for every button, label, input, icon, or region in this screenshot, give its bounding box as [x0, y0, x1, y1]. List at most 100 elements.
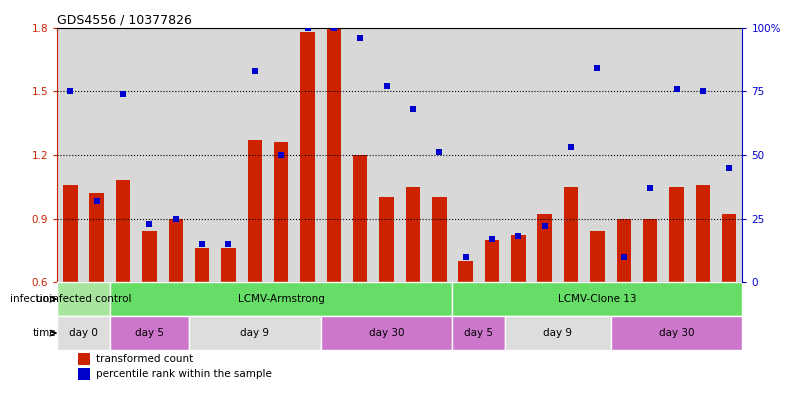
- Bar: [274, 142, 288, 282]
- Bar: [110, 316, 189, 350]
- Bar: [63, 185, 78, 282]
- Point: [222, 241, 235, 247]
- Bar: [611, 28, 637, 282]
- Bar: [584, 28, 611, 282]
- Point: [249, 68, 261, 74]
- Bar: [458, 261, 473, 282]
- Text: uninfected control: uninfected control: [36, 294, 131, 304]
- Bar: [189, 28, 215, 282]
- Bar: [195, 248, 210, 282]
- Bar: [538, 214, 552, 282]
- Bar: [558, 28, 584, 282]
- Bar: [373, 28, 399, 282]
- Point: [618, 253, 630, 260]
- Bar: [643, 219, 657, 282]
- Bar: [57, 28, 83, 282]
- Bar: [110, 282, 453, 316]
- Point: [407, 106, 419, 112]
- Bar: [531, 28, 558, 282]
- Bar: [295, 28, 321, 282]
- Text: day 5: day 5: [135, 328, 164, 338]
- Bar: [90, 193, 104, 282]
- Bar: [479, 28, 505, 282]
- Point: [696, 88, 709, 94]
- Bar: [511, 235, 526, 282]
- Point: [723, 164, 735, 171]
- Point: [591, 65, 603, 72]
- Bar: [321, 28, 347, 282]
- Bar: [189, 316, 321, 350]
- Bar: [505, 316, 611, 350]
- Text: day 0: day 0: [69, 328, 98, 338]
- Bar: [505, 28, 531, 282]
- Bar: [168, 219, 183, 282]
- Point: [143, 220, 156, 227]
- Point: [117, 90, 129, 97]
- Bar: [663, 28, 690, 282]
- Bar: [78, 368, 90, 380]
- Bar: [669, 187, 684, 282]
- Bar: [690, 28, 716, 282]
- Bar: [137, 28, 163, 282]
- Point: [644, 185, 657, 191]
- Bar: [300, 32, 314, 282]
- Bar: [399, 28, 426, 282]
- Bar: [268, 28, 295, 282]
- Text: GDS4556 / 10377826: GDS4556 / 10377826: [57, 13, 192, 26]
- Point: [64, 88, 77, 94]
- Text: transformed count: transformed count: [96, 354, 194, 364]
- Bar: [485, 240, 499, 282]
- Text: time: time: [33, 328, 56, 338]
- Text: percentile rank within the sample: percentile rank within the sample: [96, 369, 272, 379]
- Bar: [57, 282, 110, 316]
- Point: [512, 233, 525, 239]
- Text: day 9: day 9: [241, 328, 269, 338]
- Point: [275, 152, 287, 158]
- Text: day 30: day 30: [659, 328, 694, 338]
- Point: [538, 223, 551, 229]
- Bar: [611, 316, 742, 350]
- Bar: [637, 28, 663, 282]
- Point: [301, 24, 314, 31]
- Bar: [163, 28, 189, 282]
- Bar: [617, 219, 631, 282]
- Point: [169, 215, 182, 222]
- Bar: [696, 185, 710, 282]
- Point: [91, 198, 103, 204]
- Point: [354, 35, 367, 41]
- Text: day 9: day 9: [543, 328, 572, 338]
- Text: LCMV-Clone 13: LCMV-Clone 13: [558, 294, 637, 304]
- Bar: [57, 316, 110, 350]
- Text: LCMV-Armstrong: LCMV-Armstrong: [237, 294, 325, 304]
- Bar: [110, 28, 137, 282]
- Bar: [716, 28, 742, 282]
- Bar: [215, 28, 241, 282]
- Bar: [248, 140, 262, 282]
- Text: day 5: day 5: [464, 328, 493, 338]
- Bar: [380, 197, 394, 282]
- Point: [565, 144, 577, 151]
- Bar: [83, 28, 110, 282]
- Bar: [321, 316, 453, 350]
- Bar: [722, 214, 737, 282]
- Bar: [116, 180, 130, 282]
- Bar: [590, 231, 605, 282]
- Bar: [353, 155, 368, 282]
- Bar: [432, 197, 446, 282]
- Text: infection: infection: [10, 294, 56, 304]
- Bar: [453, 316, 505, 350]
- Bar: [222, 248, 236, 282]
- Bar: [453, 282, 742, 316]
- Bar: [326, 28, 341, 282]
- Bar: [426, 28, 453, 282]
- Point: [433, 149, 445, 156]
- Bar: [241, 28, 268, 282]
- Point: [670, 86, 683, 92]
- Bar: [453, 28, 479, 282]
- Bar: [142, 231, 156, 282]
- Bar: [347, 28, 373, 282]
- Bar: [564, 187, 578, 282]
- Text: day 30: day 30: [369, 328, 404, 338]
- Point: [459, 253, 472, 260]
- Bar: [78, 353, 90, 365]
